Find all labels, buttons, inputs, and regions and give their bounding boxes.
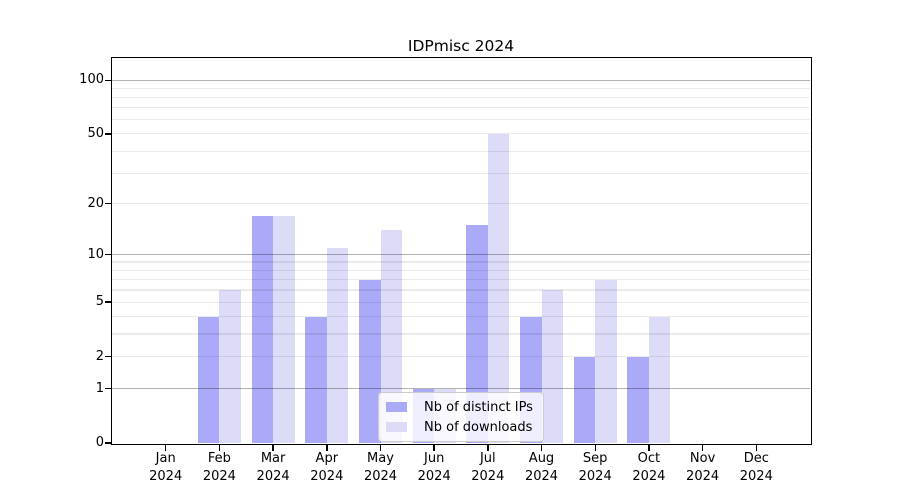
- legend-label-downloads: Nb of downloads: [424, 419, 533, 435]
- bar-downloads-apr-2024: [326, 247, 349, 443]
- bar-downloads-oct-2024: [648, 316, 671, 443]
- gridline-6: [112, 289, 810, 291]
- x-tick-label-apr-2024: Apr 2024: [310, 451, 344, 484]
- x-tick-label-sep-2024: Sep 2024: [578, 451, 612, 484]
- y-tick-label-20: 20: [87, 195, 104, 211]
- x-tick-jan-2024: [164, 444, 167, 451]
- gridline-50: [112, 133, 810, 135]
- y-tick-20: [105, 202, 111, 205]
- gridline-80: [112, 97, 810, 99]
- legend-item-distinct-ips: Nb of distinct IPs: [386, 397, 533, 417]
- gridline-9: [112, 261, 810, 263]
- x-tick-aug-2024: [540, 444, 543, 451]
- gridline-60: [112, 119, 810, 121]
- bar-downloads-feb-2024: [219, 290, 241, 443]
- y-tick-0: [105, 442, 111, 444]
- bar-distinct-ips-feb-2024: [197, 316, 220, 443]
- gridline-90: [112, 87, 810, 89]
- bar-downloads-jul-2024: [487, 133, 510, 443]
- legend-swatch-downloads-icon: [386, 422, 407, 432]
- gridline-3: [112, 333, 810, 335]
- y-tick-label-50: 50: [87, 125, 104, 141]
- x-tick-label-jun-2024: Jun 2024: [417, 451, 451, 484]
- legend-swatch-distinct-ips-icon: [386, 402, 407, 412]
- gridline-70: [112, 107, 810, 109]
- gridline-40: [112, 150, 810, 152]
- gridline-10: [112, 253, 810, 256]
- legend: Nb of distinct IPs Nb of downloads: [378, 392, 544, 442]
- gridline-8: [112, 269, 810, 271]
- x-tick-may-2024: [379, 444, 382, 451]
- gridline-30: [112, 172, 810, 174]
- y-tick-label-0: 0: [95, 435, 104, 450]
- gridline-1: [112, 387, 810, 390]
- x-tick-mar-2024: [272, 444, 274, 451]
- gridline-100: [112, 79, 810, 81]
- y-tick-label-2: 2: [95, 348, 104, 364]
- bar-downloads-sep-2024: [595, 279, 617, 443]
- bar-distinct-ips-mar-2024: [251, 215, 274, 443]
- bars-layer: [112, 58, 810, 443]
- x-tick-label-dec-2024: Dec 2024: [739, 451, 773, 484]
- x-tick-apr-2024: [326, 444, 328, 451]
- gridline-20: [112, 203, 810, 205]
- y-tick-50: [105, 133, 111, 135]
- x-tick-label-mar-2024: Mar 2024: [256, 451, 290, 484]
- y-tick-label-5: 5: [95, 294, 104, 310]
- y-tick-label-10: 10: [87, 246, 104, 262]
- plot-area: Nb of distinct IPs Nb of downloads: [110, 56, 812, 445]
- bar-downloads-aug-2024: [541, 290, 563, 443]
- x-tick-jul-2024: [487, 444, 489, 451]
- y-tick-10: [105, 253, 111, 256]
- y-tick-5: [105, 301, 111, 303]
- grid-layer: [112, 58, 810, 443]
- y-tick-label-100: 100: [79, 72, 104, 88]
- x-tick-label-nov-2024: Nov 2024: [686, 451, 720, 484]
- x-tick-nov-2024: [701, 444, 704, 451]
- x-tick-sep-2024: [594, 444, 596, 451]
- x-tick-label-jul-2024: Jul 2024: [471, 451, 505, 484]
- gridline-5: [112, 301, 810, 303]
- gridline-4: [112, 315, 810, 318]
- x-tick-label-aug-2024: Aug 2024: [524, 451, 559, 484]
- legend-item-downloads: Nb of downloads: [386, 417, 533, 437]
- x-tick-jun-2024: [433, 444, 435, 451]
- x-tick-feb-2024: [218, 444, 221, 451]
- legend-label-distinct-ips: Nb of distinct IPs: [424, 399, 533, 415]
- bar-distinct-ips-apr-2024: [305, 316, 327, 443]
- bar-downloads-mar-2024: [273, 215, 295, 443]
- y-tick-100: [105, 79, 111, 81]
- bar-distinct-ips-may-2024: [359, 279, 381, 443]
- bar-distinct-ips-sep-2024: [573, 356, 596, 443]
- x-tick-label-jan-2024: Jan 2024: [149, 451, 183, 484]
- y-tick-2: [105, 355, 111, 358]
- bar-distinct-ips-oct-2024: [627, 356, 649, 443]
- chart-title: IDPmisc 2024: [407, 37, 515, 55]
- x-tick-oct-2024: [648, 444, 650, 451]
- x-tick-label-may-2024: May 2024: [363, 451, 398, 484]
- x-tick-label-feb-2024: Feb 2024: [202, 451, 236, 484]
- y-tick-label-1: 1: [95, 380, 104, 396]
- x-tick-label-oct-2024: Oct 2024: [632, 451, 666, 484]
- x-tick-dec-2024: [755, 444, 758, 451]
- gridline-2: [112, 356, 810, 358]
- bar-distinct-ips-jul-2024: [466, 225, 488, 443]
- bar-downloads-may-2024: [380, 230, 402, 443]
- gridline-7: [112, 278, 810, 281]
- y-tick-1: [105, 387, 111, 390]
